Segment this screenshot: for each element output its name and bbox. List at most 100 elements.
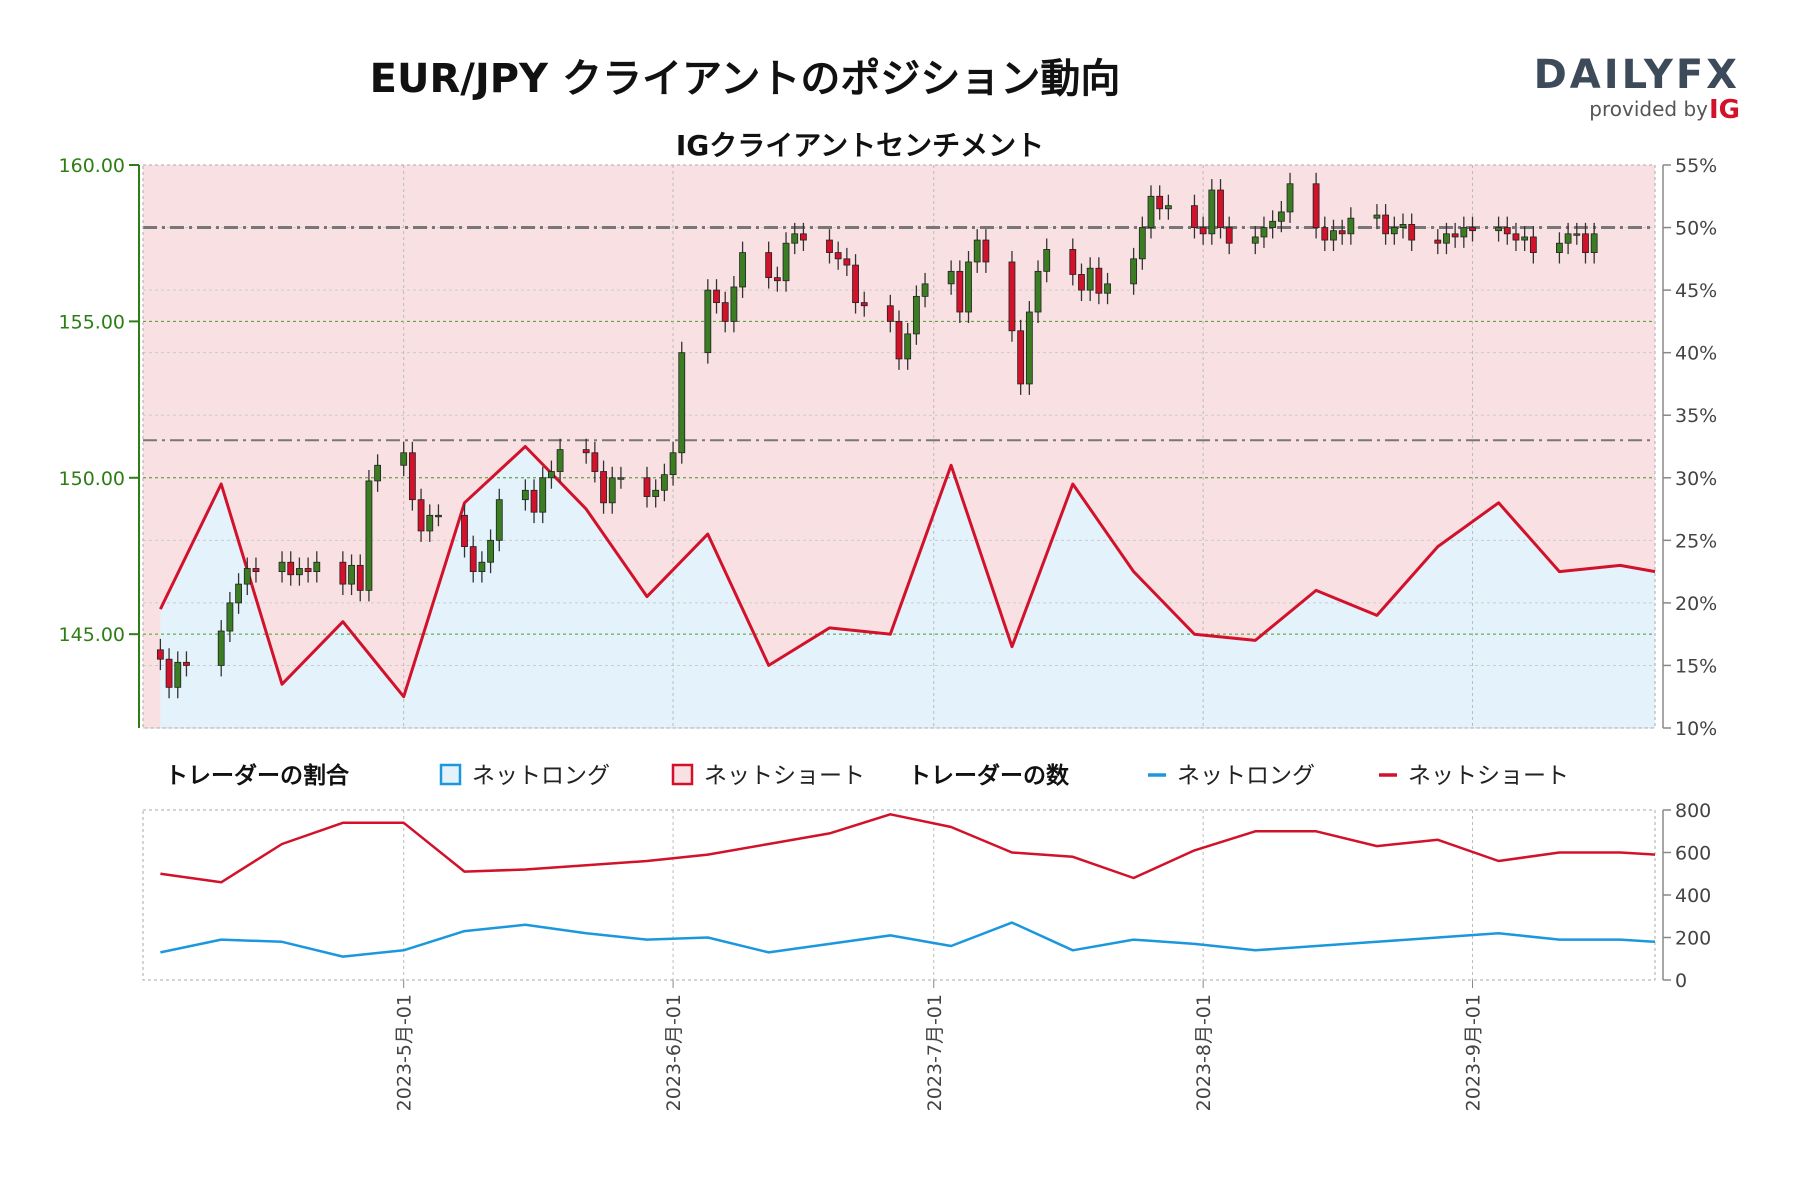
- candle: [782, 232, 790, 292]
- candle: [174, 651, 182, 699]
- candle: [721, 291, 729, 333]
- candle: [1138, 216, 1146, 270]
- candle-body: [495, 499, 503, 541]
- candle-body: [530, 489, 538, 513]
- candle-body: [1590, 233, 1598, 253]
- candle: [374, 454, 382, 492]
- candle-body: [1260, 227, 1268, 238]
- candle-body: [1390, 227, 1398, 235]
- candle: [1330, 219, 1337, 252]
- candle: [1321, 216, 1329, 252]
- count-tick-label: 600: [1675, 843, 1711, 865]
- candle: [1260, 216, 1268, 248]
- candle-body: [1451, 233, 1459, 238]
- candle-body: [1564, 233, 1572, 244]
- candle: [704, 279, 712, 364]
- x-tick-label: 2023-6月-01: [663, 994, 685, 1111]
- candle: [1503, 216, 1511, 245]
- candle: [356, 554, 364, 602]
- candle: [1078, 263, 1085, 302]
- candle-body: [1164, 205, 1172, 210]
- candle: [287, 551, 295, 586]
- candle: [860, 291, 868, 317]
- candle: [226, 591, 234, 642]
- candle: [1147, 185, 1155, 239]
- candle-body: [773, 277, 781, 282]
- candle-body: [296, 568, 303, 576]
- candle: [1269, 210, 1277, 239]
- candle-body: [904, 333, 912, 360]
- candle-body: [739, 252, 746, 288]
- candle-body: [1312, 183, 1320, 228]
- candle: [1069, 238, 1077, 286]
- candle: [1095, 257, 1103, 305]
- candle: [1191, 194, 1198, 239]
- candle-body: [304, 568, 312, 573]
- candle-body: [1382, 214, 1390, 235]
- right-tick-label: 15%: [1675, 655, 1717, 677]
- candle-body: [843, 258, 851, 266]
- candle: [461, 504, 468, 558]
- candle: [183, 651, 190, 677]
- count-frame: [142, 809, 1656, 981]
- candle: [973, 229, 981, 273]
- candle: [921, 272, 929, 308]
- candle: [252, 557, 260, 583]
- candle-body: [608, 477, 616, 504]
- candle: [1347, 207, 1355, 245]
- candle: [156, 638, 164, 671]
- right-tick-label: 20%: [1675, 593, 1717, 615]
- candle-body: [721, 302, 729, 322]
- candle: [556, 438, 564, 483]
- candle-body: [365, 480, 373, 591]
- candle-body: [600, 471, 607, 504]
- candle-body: [183, 661, 190, 666]
- right-tick-label: 30%: [1675, 468, 1717, 490]
- candle-body: [548, 471, 555, 479]
- main-panel: 160.00 155.00 150.00 145.00 55% 50% 45% 40% 35% 3…: [59, 155, 1718, 740]
- candle-body: [1138, 227, 1146, 260]
- legend-pct-title: トレーダーの割合: [165, 762, 350, 789]
- candle-body: [1069, 249, 1077, 275]
- logo-ig: IG: [1709, 95, 1740, 125]
- candle-body: [591, 452, 599, 472]
- chart-title: EUR/JPY クライアントのポジション動向: [370, 56, 1121, 102]
- candle-body: [921, 283, 929, 297]
- candle: [304, 557, 312, 583]
- candle: [495, 488, 503, 552]
- candle-body: [287, 561, 295, 576]
- candle: [1573, 222, 1581, 245]
- candle: [365, 469, 373, 602]
- candle-body: [730, 286, 738, 322]
- candle-body: [226, 602, 234, 632]
- candle-body: [1104, 283, 1111, 294]
- candle-body: [539, 477, 547, 513]
- candle-body: [765, 252, 773, 278]
- candle: [912, 285, 920, 345]
- chart-subtitle: IGクライアントセンチメント: [676, 129, 1044, 162]
- candle-body: [1503, 227, 1511, 235]
- candle: [800, 222, 807, 252]
- candle: [617, 466, 625, 489]
- candle: [1434, 229, 1442, 255]
- candle: [669, 441, 677, 486]
- candle: [956, 260, 964, 323]
- candle-body: [400, 452, 408, 466]
- candle: [1043, 238, 1051, 283]
- candle: [417, 488, 425, 542]
- candle-body: [339, 561, 347, 585]
- candle: [426, 504, 434, 542]
- count-tick-label: 400: [1675, 885, 1711, 907]
- candle-body: [912, 295, 920, 335]
- candle-body: [1208, 189, 1216, 235]
- candle-body: [356, 564, 364, 591]
- candle: [539, 466, 547, 524]
- candle: [1495, 216, 1502, 242]
- candle-body: [469, 546, 477, 573]
- candle-body: [947, 270, 955, 285]
- candle-body: [713, 289, 720, 304]
- x-tick-label: 2023-8月-01: [1193, 994, 1215, 1111]
- candle: [600, 460, 607, 514]
- plot-frame: [142, 164, 1656, 729]
- candle-body: [1512, 233, 1520, 241]
